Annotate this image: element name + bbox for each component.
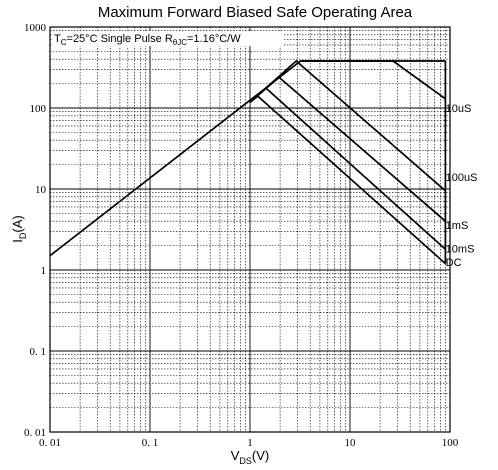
test-conditions-text: TC=25°C Single Pulse RθJC=1.16°C/W — [54, 33, 241, 47]
curve-label: 100uS — [446, 172, 478, 184]
annotation-background — [52, 31, 284, 46]
x-tick-label: 100 — [442, 437, 459, 449]
chart-title: Maximum Forward Biased Safe Operating Ar… — [98, 4, 413, 21]
pulse-text: Single Pulse — [101, 33, 162, 45]
curve-10ms — [249, 87, 446, 250]
curve-10us — [49, 60, 446, 257]
r-subscript: θJC — [173, 38, 187, 47]
y-tick-label: 0. 01 — [24, 427, 46, 439]
tick-labels: 0. 01 0. 1 1 10 100 1000 100 10 1 0. 1 0. 01 — [24, 22, 459, 449]
r-symbol: R — [165, 33, 173, 45]
curve-labels: 10uS 100uS 1mS 10mS DC — [446, 103, 478, 269]
curves — [49, 59, 447, 265]
curve-label: 10mS — [446, 243, 475, 255]
x-tick-label: 0. 01 — [39, 437, 61, 449]
curve-label: DC — [446, 257, 462, 269]
y-tick-label: 10 — [35, 184, 47, 196]
x-tick-label: 10 — [345, 437, 357, 449]
y-tick-label: 1 — [41, 265, 47, 277]
x-tick-label: 0. 1 — [142, 437, 159, 449]
grid — [49, 26, 451, 433]
y-tick-label: 1000 — [24, 22, 47, 34]
test-conditions-annotation: TC=25°C Single Pulse RθJC=1.16°C/W — [52, 31, 284, 47]
tc-value: =25°C — [67, 33, 98, 45]
r-value: =1.16°C/W — [187, 33, 241, 45]
curve-1ms — [249, 76, 446, 222]
curve-dc — [249, 95, 446, 265]
x-tick-label: 1 — [247, 437, 253, 449]
tc-symbol: T — [54, 33, 61, 45]
x-axis-label: VDS(V) — [231, 448, 270, 466]
plot-frame — [49, 26, 451, 433]
axis-labels: VDS(V) ID(A) — [10, 215, 269, 466]
curve-label: 10uS — [446, 103, 472, 115]
y-tick-label: 100 — [30, 103, 47, 115]
y-axis-label: ID(A) — [10, 215, 28, 242]
curve-label: 1mS — [446, 220, 469, 232]
y-tick-label: 0. 1 — [30, 346, 47, 358]
tc-subscript: C — [61, 38, 67, 47]
